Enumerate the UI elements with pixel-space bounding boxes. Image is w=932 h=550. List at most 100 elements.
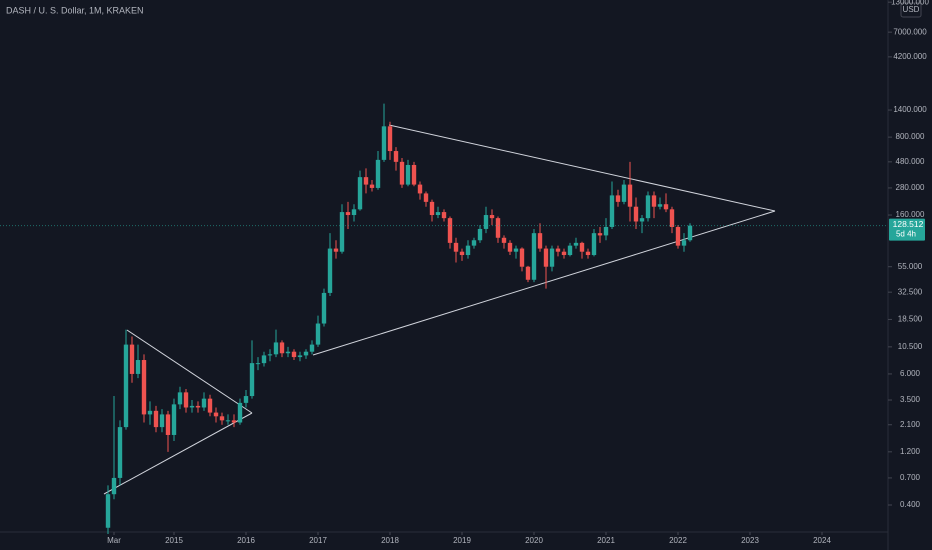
y-tick-label: 800.000 [896, 132, 925, 141]
candle-body [519, 248, 525, 267]
y-tick-label: 18.500 [898, 315, 923, 324]
candle-body [387, 126, 393, 152]
candle-body [147, 410, 153, 415]
x-tick-label: 2023 [741, 536, 759, 545]
candle-body [141, 360, 147, 415]
candle-body [201, 398, 207, 408]
candle-body [165, 414, 171, 435]
x-tick-label: Mar [107, 536, 121, 545]
y-tick-label: 1400.000 [893, 105, 927, 114]
trend-line [388, 124, 776, 212]
x-tick-label: 2019 [453, 536, 471, 545]
y-tick-label: 10.500 [898, 342, 923, 351]
candle-body [309, 344, 315, 352]
candle-body [471, 240, 477, 246]
trend-line [103, 412, 253, 495]
candle-body [627, 184, 633, 207]
y-tick-label: 280.000 [896, 183, 925, 192]
candle-body [399, 161, 405, 185]
candle-body [675, 226, 681, 246]
candle-body [459, 251, 465, 256]
y-tick-label: 32.500 [898, 287, 923, 296]
candle-body [591, 233, 597, 256]
candle-body [207, 398, 213, 413]
y-tick-label: 3.500 [900, 395, 921, 404]
x-tick-label: 2024 [813, 536, 831, 545]
currency-box[interactable] [900, 2, 922, 18]
candle-body [195, 405, 201, 408]
candle-body [261, 355, 267, 364]
candle-body [657, 204, 663, 207]
candle-body [639, 218, 645, 222]
candle-body [687, 225, 693, 241]
candle-body [267, 354, 273, 356]
candle-body [507, 242, 513, 252]
candle-body [603, 226, 609, 236]
y-tick-label: 0.700 [900, 473, 921, 482]
candle-body [525, 266, 531, 280]
candle-body [513, 248, 519, 252]
candle-body [429, 201, 435, 216]
candle-body [567, 245, 573, 256]
y-tick-label: 13000.000 [891, 0, 929, 6]
candle-body [357, 177, 363, 210]
candle-body [669, 209, 675, 227]
x-tick-label: 2022 [669, 536, 687, 545]
candle-body [111, 477, 117, 495]
candle-body [285, 351, 291, 354]
y-tick-label: 4200.000 [893, 52, 927, 61]
y-tick-label: 0.400 [900, 500, 921, 509]
last-price-box [889, 218, 925, 241]
candle-body [279, 342, 285, 354]
candle-body [663, 204, 669, 210]
x-tick-label: 2016 [237, 536, 255, 545]
y-tick-label: 6.000 [900, 369, 921, 378]
candle-body [609, 195, 615, 227]
candle-body [447, 218, 453, 243]
candle-body [645, 195, 651, 219]
candle-body [189, 405, 195, 408]
candle-body [231, 420, 237, 423]
trend-lines [103, 124, 776, 495]
candle-body [531, 233, 537, 280]
candle-body [411, 164, 417, 185]
candle-body [453, 242, 459, 252]
candle-body [381, 126, 387, 160]
last-price-label: 128.512 [893, 219, 924, 229]
currency-label[interactable]: USD [903, 5, 920, 14]
x-tick-label: 2015 [165, 536, 183, 545]
candle-body [423, 193, 429, 202]
candle-body [297, 355, 303, 358]
y-tick-label: 2.100 [900, 420, 921, 429]
candle-body [243, 396, 249, 403]
countdown-label: 5d 4h [896, 230, 916, 239]
trend-line [312, 210, 776, 356]
candle-body [237, 402, 243, 423]
candle-body [405, 164, 411, 185]
candle-body [579, 242, 585, 252]
candle-body [585, 251, 591, 256]
trend-line [126, 329, 253, 414]
candle-body [465, 245, 471, 256]
candle-body [303, 351, 309, 356]
candle-body [105, 494, 111, 528]
candle-body [477, 228, 483, 241]
candle-body [153, 410, 159, 428]
candle-body [537, 233, 543, 249]
candle-body [435, 212, 441, 216]
candle-body [333, 248, 339, 252]
y-tick-label: 160.000 [896, 210, 925, 219]
candle-body [339, 212, 345, 252]
candle-body [621, 184, 627, 202]
candle-body [495, 218, 501, 238]
candle-body [129, 344, 135, 374]
candle-body [633, 206, 639, 222]
chart-title: DASH / U. S. Dollar, 1M, KRAKEN [6, 5, 144, 15]
candle-body [345, 212, 351, 216]
y-tick-label: 55.000 [898, 262, 923, 271]
candle-body [549, 248, 555, 267]
x-tick-label: 2017 [309, 536, 327, 545]
